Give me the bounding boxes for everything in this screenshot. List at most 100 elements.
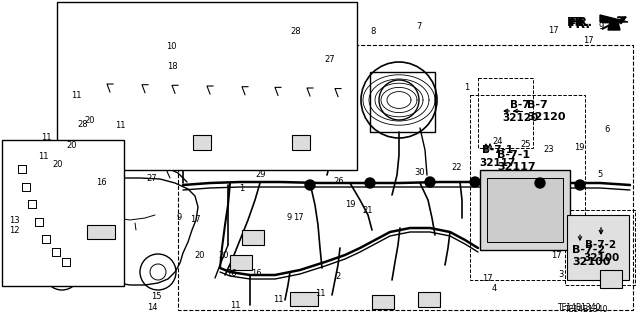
Text: 5: 5 (598, 170, 603, 179)
Text: 9: 9 (287, 213, 292, 222)
Text: B-7: B-7 (527, 100, 548, 110)
Text: 20: 20 (84, 116, 95, 125)
Bar (193, 135, 211, 150)
Text: 29: 29 (256, 170, 266, 179)
Text: 32117: 32117 (497, 162, 536, 172)
Text: 16: 16 (227, 269, 237, 278)
Text: 6: 6 (604, 125, 609, 134)
Text: 30: 30 (414, 168, 424, 177)
Text: 21: 21 (363, 206, 373, 215)
Circle shape (53, 249, 59, 255)
Text: 17: 17 (552, 251, 562, 260)
Bar (567, 215, 629, 280)
Text: 16: 16 (251, 269, 261, 278)
Text: 17: 17 (190, 215, 200, 224)
Bar (242, 230, 264, 245)
Text: 18: 18 (168, 62, 178, 70)
Text: 16: 16 (96, 178, 106, 187)
Bar (2, 140, 124, 286)
Circle shape (63, 259, 69, 265)
Text: 32100: 32100 (583, 253, 619, 263)
Text: 27: 27 (147, 174, 157, 183)
Text: 28: 28 (78, 120, 88, 129)
Text: 9: 9 (599, 22, 604, 31)
Text: 19: 19 (574, 143, 584, 152)
Circle shape (305, 180, 315, 190)
Text: 20: 20 (67, 141, 77, 150)
Circle shape (365, 178, 375, 188)
Text: 20: 20 (52, 160, 63, 169)
Text: FR.: FR. (567, 16, 590, 28)
Text: 17: 17 (483, 274, 493, 283)
Circle shape (36, 219, 42, 225)
Text: 19: 19 (345, 200, 355, 209)
Bar (178, 45, 633, 310)
Bar (487, 178, 563, 242)
Bar (87, 225, 115, 239)
Text: 15: 15 (152, 292, 162, 301)
Text: 32120: 32120 (502, 113, 538, 123)
Text: 17: 17 (548, 26, 559, 35)
Text: 32120: 32120 (527, 112, 566, 122)
Circle shape (29, 201, 35, 207)
Text: 17: 17 (584, 36, 594, 45)
Text: 9: 9 (177, 213, 182, 222)
Text: FR.: FR. (568, 19, 591, 32)
Text: 23: 23 (544, 145, 554, 154)
Text: 11: 11 (115, 121, 125, 130)
Bar (600, 270, 622, 288)
Text: 27: 27 (324, 55, 335, 63)
Text: 32117: 32117 (480, 158, 516, 168)
Bar (230, 255, 252, 270)
Text: 24: 24 (493, 137, 503, 146)
Text: 11: 11 (41, 133, 51, 142)
Bar (418, 292, 440, 307)
Text: B-7-1: B-7-1 (483, 145, 513, 155)
Text: 1: 1 (465, 83, 470, 92)
Text: 2: 2 (335, 272, 340, 281)
Circle shape (575, 180, 585, 190)
Text: 22: 22 (451, 163, 461, 172)
Text: TE14B1340: TE14B1340 (557, 303, 601, 313)
Text: 20: 20 (195, 251, 205, 260)
Text: 4: 4 (492, 284, 497, 293)
Text: 1: 1 (239, 184, 244, 193)
Bar (470, 95, 585, 280)
Text: B-7-2: B-7-2 (572, 245, 605, 255)
Text: 11: 11 (273, 295, 284, 304)
Bar (370, 72, 435, 132)
Text: 12: 12 (9, 226, 19, 235)
Bar (480, 170, 570, 250)
Circle shape (535, 178, 545, 188)
Text: B-7-1: B-7-1 (497, 150, 530, 160)
Bar (292, 135, 310, 150)
Circle shape (23, 184, 29, 190)
Text: TE14B1340: TE14B1340 (564, 306, 608, 315)
Text: 10: 10 (166, 42, 177, 51)
Bar (478, 78, 533, 148)
Text: 14: 14 (147, 303, 157, 312)
Text: 17: 17 (294, 213, 304, 222)
Polygon shape (600, 15, 628, 30)
Text: 13: 13 (9, 216, 19, 225)
Text: 32100: 32100 (572, 257, 611, 267)
Text: 11: 11 (38, 152, 49, 161)
Text: 20: 20 (219, 251, 229, 260)
Text: 11: 11 (230, 301, 241, 310)
Text: 11: 11 (315, 289, 325, 298)
Text: 26: 26 (334, 177, 344, 186)
Circle shape (470, 177, 480, 187)
Circle shape (19, 166, 25, 172)
Text: B-7: B-7 (510, 100, 530, 110)
Circle shape (43, 236, 49, 242)
Text: 28: 28 (291, 27, 301, 36)
Text: 7: 7 (417, 22, 422, 31)
Bar (290, 292, 318, 306)
Text: B-7-2: B-7-2 (586, 240, 616, 250)
Text: 11: 11 (72, 91, 82, 100)
Circle shape (425, 177, 435, 187)
Text: FR.: FR. (570, 16, 593, 28)
Bar (57, 2, 357, 170)
Bar (565, 210, 635, 285)
Text: 8: 8 (371, 27, 376, 36)
